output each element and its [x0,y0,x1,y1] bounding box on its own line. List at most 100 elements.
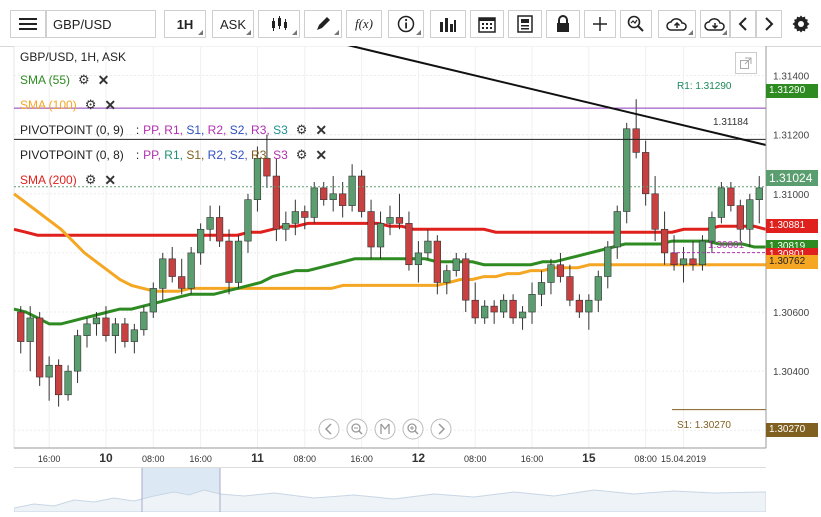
x-tick-label: 16:00 [350,454,373,464]
candles-icon [272,16,287,31]
candle-body [26,317,34,342]
zoom-button[interactable] [620,10,652,38]
navigator[interactable] [13,467,767,513]
candle-body [566,276,574,301]
pivot9-level-r1: R1, [164,123,187,137]
sma100-line [13,192,766,293]
pivot8-close-icon[interactable]: ✕ [315,146,328,163]
pencil-icon [317,17,330,30]
reset-button[interactable] [374,418,396,440]
chart-area[interactable]: 1.314001.312001.310001.308001.306001.304… [0,46,821,513]
pivot9-sep: : [135,123,140,137]
cloud-upload-icon [666,18,687,31]
calendar-icon [478,17,496,33]
x-tick-label: 08:00 [142,454,165,464]
pivot9-label: PIVOTPOINT (0, 9) [20,123,124,137]
plot-background [13,46,767,449]
grid [13,46,767,449]
chart-title-text: GBP/USD, 1H, ASK [20,50,127,64]
scroll-left-button[interactable] [318,418,340,440]
candle-body [111,323,120,336]
zoom-out-button[interactable] [346,418,368,440]
zoom-in-button[interactable] [402,418,424,440]
x-tick-label: 15.04.2019 [661,454,706,464]
indicators-button[interactable]: f(x) [346,10,382,38]
x-tick-label: 11 [251,451,264,465]
candle-body [433,240,441,283]
pivot8-level-s2: S2, [229,148,252,162]
candle-body [253,158,262,201]
candle-body [140,311,148,331]
candle-body [102,317,110,336]
sma200-price-tag: 1.30881 [766,219,818,233]
settings-button[interactable] [786,10,816,38]
symbol-label: GBP/USD [53,16,112,32]
scroll-right-button[interactable] [430,418,452,440]
timeframe-selector[interactable]: 1H [164,10,206,38]
candles [17,99,763,407]
pivot8-level-r2: R2, [207,148,230,162]
pivot8-gear-icon[interactable]: ⚙ [295,147,308,162]
candle-body [73,335,82,372]
popout-button[interactable] [735,52,757,74]
pivot9-level-pp: PP, [143,123,165,137]
overlays [14,46,767,411]
lock-button[interactable] [546,10,580,38]
next-button[interactable] [756,10,782,38]
download-button[interactable] [700,10,730,38]
y-tick-label: 1.30400 [773,367,810,378]
candle-body [490,305,498,313]
legend-pivot-9: PIVOTPOINT (0, 9) : PP, R1, S1, R2, S2, … [20,121,327,139]
candle-body [604,246,612,277]
calendar-button[interactable] [470,10,504,38]
sma55-gear-icon[interactable]: ⚙ [78,72,90,87]
candle-body [679,258,688,266]
candle-body [187,252,195,289]
candle-body [386,217,394,224]
crosshair-button[interactable] [584,10,616,38]
volume-button[interactable] [430,10,466,38]
pivot8-level-pp: PP, [143,148,165,162]
r1-price-tag: 1.31290 [766,84,818,98]
sma200-gear-icon[interactable]: ⚙ [84,172,97,187]
fx-label: f(x) [354,16,374,31]
candle-body [168,258,176,277]
sma55-close-icon[interactable]: ✕ [97,71,110,88]
volume-icon [440,18,456,32]
pivot9-level-r2: R2, [207,123,230,137]
price-chart[interactable]: 1.314001.312001.310001.308001.306001.304… [0,46,821,513]
pivot8-sep: : [135,148,140,162]
candle-body [537,282,546,295]
price-type-selector[interactable]: ASK [212,10,254,38]
navigator-preview [13,468,767,513]
upload-button[interactable] [658,10,696,38]
info-button[interactable] [388,10,424,38]
pivot9-gear-icon[interactable]: ⚙ [295,122,308,137]
symbol-selector[interactable]: GBP/USD [46,10,156,38]
candle-body [310,187,318,218]
sma100-close-icon[interactable]: ✕ [104,96,117,113]
candle-body [594,276,602,301]
pivot9-close-icon[interactable]: ✕ [315,121,328,138]
candle-body [708,217,716,242]
chart-type-button[interactable] [258,10,300,38]
candle-body [405,223,413,266]
candle-body [547,264,555,283]
candle-body [329,193,337,201]
candle-body [301,211,309,218]
pivot9-level-s2: S2, [229,123,252,137]
candle-body [121,323,129,342]
candle-body [424,240,432,254]
sma100-gear-icon[interactable]: ⚙ [84,97,97,112]
candle-body [339,193,347,206]
candle-body [225,240,233,283]
sma200-close-icon[interactable]: ✕ [104,171,117,188]
menu-button[interactable] [10,10,46,38]
zoom-icon [627,15,644,32]
prev-button[interactable] [730,10,756,38]
candle-body [64,370,72,396]
candle-body [660,228,669,254]
drawing-tool-button[interactable] [304,10,342,38]
candle-body [443,270,451,283]
news-button[interactable] [508,10,542,38]
